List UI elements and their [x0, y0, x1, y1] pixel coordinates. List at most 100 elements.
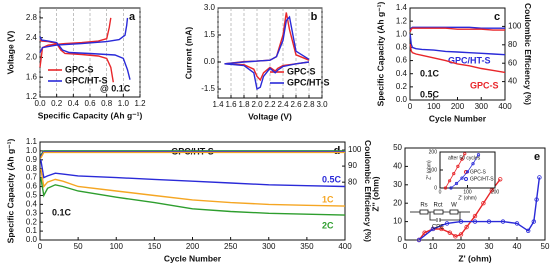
y-tick-label: 0.4 [396, 69, 408, 78]
x-tick-label: 350 [300, 242, 314, 251]
x-tick-label: 200 [451, 102, 465, 111]
y-tick-label: 2.0 [26, 53, 38, 62]
marker [472, 213, 478, 219]
x-tick-label: 1.8 [238, 100, 250, 109]
x-tick-label: 100 [463, 189, 472, 195]
x-tick-label: 0.8 [101, 99, 113, 108]
x-axis-label: Voltage (V) [248, 111, 292, 121]
plot-frame [39, 7, 141, 98]
marker [514, 221, 520, 226]
x-axis-label: Cycle Number [164, 253, 222, 263]
panel-label: e [534, 151, 540, 163]
x-tick-label: 300 [262, 242, 276, 251]
y-tick-label: -1.5 [201, 84, 215, 93]
y2-axis-label: Coulombic Efficiency (%) [523, 3, 533, 105]
y-tick-label: 0.1 [26, 226, 38, 235]
x-tick-label: 1.4 [212, 100, 224, 109]
y-tick-label: 200 [429, 149, 438, 155]
x-tick-label: 10 [429, 242, 438, 251]
y-tick-label: 100 [429, 167, 438, 173]
x-tick-label: 30 [485, 242, 494, 251]
marker [534, 197, 539, 202]
marker [422, 230, 427, 235]
x-tick-label: 150 [148, 242, 162, 251]
marker [489, 188, 494, 193]
x-tick-label: 300 [475, 102, 489, 111]
y-tick-label: 10 [393, 217, 402, 226]
x-tick-label: 0.0 [34, 99, 46, 108]
y-axis-label: Current (mA) [183, 27, 193, 80]
y2-tick-label: 100 [508, 22, 522, 31]
y-tick-label: 0.2 [26, 217, 38, 226]
marker [472, 219, 478, 224]
y-tick-label: 0.0 [204, 57, 216, 66]
marker [447, 230, 452, 235]
x-tick-label: 1.0 [118, 99, 130, 108]
panel-label: b [311, 11, 318, 23]
resistor [433, 209, 444, 215]
x-tick-label: 50 [541, 242, 550, 251]
y-tick-label: 0.0 [396, 95, 408, 104]
marker [463, 152, 467, 156]
x-tick-label: 100 [110, 242, 124, 251]
series-label: 0.5C [322, 174, 342, 184]
legend-label: GPC/HT-S [65, 75, 108, 85]
y-tick-label: 1.0 [396, 29, 408, 38]
y-tick-label: 0.8 [396, 43, 408, 52]
y-tick-label: 0.8 [26, 164, 38, 173]
y2-tick-label: 80 [348, 177, 357, 186]
series-line [409, 26, 505, 31]
series-line [409, 27, 505, 33]
y-tick-label: 30 [393, 180, 402, 189]
series-label: GPC/HT-S [448, 55, 491, 65]
y-axis-label: Voltage (V) [5, 30, 15, 74]
x-axis-label: Z' (ohm) [458, 195, 477, 201]
marker [454, 181, 459, 186]
x-tick-label: 400 [338, 242, 352, 251]
x-tick-label: 0 [408, 102, 413, 111]
y2-tick-label: 90 [348, 161, 357, 170]
marker [453, 234, 458, 239]
series-label: 1C [322, 194, 334, 204]
annotation: after 50 cycles [448, 155, 481, 161]
x-tick-label: 2.6 [290, 100, 302, 109]
x-tick-label: 0 [439, 189, 442, 195]
marker [500, 219, 506, 224]
marker [458, 232, 464, 237]
legend-label: GPC-S [65, 64, 94, 74]
plot-frame [39, 141, 346, 241]
y-tick-label: 1.2 [26, 92, 38, 101]
marker [531, 219, 536, 224]
y-tick-label: 0 [434, 185, 437, 191]
marker [458, 219, 464, 224]
series-label: GPC-S [470, 80, 499, 90]
panel-label: c [494, 11, 500, 23]
x-tick-label: 100 [427, 102, 441, 111]
series-line [40, 177, 346, 216]
x-axis-label: Z' (ohm) [458, 253, 491, 263]
y-tick-label: 0.3 [26, 208, 38, 217]
y-tick-label: 0 [398, 235, 403, 244]
y2-tick-label: 100 [348, 145, 362, 154]
annotation: 0.5C [420, 89, 440, 99]
marker [456, 164, 460, 168]
y-tick-label: 0.7 [26, 173, 38, 182]
x-tick-label: 200 [491, 189, 500, 195]
marker [537, 175, 542, 180]
y-axis-label: Z'' (ohm) [370, 176, 380, 211]
y-tick-label: 0.9 [26, 155, 38, 164]
circuit-label: CPE [432, 225, 444, 231]
y-tick-label: 0.2 [396, 82, 408, 91]
y-axis-label: Z'' (ohm) [426, 160, 432, 180]
y2-tick-label: 40 [508, 77, 517, 86]
y-tick-label: 1.4 [396, 3, 408, 12]
legend-label: GPC-S [470, 169, 487, 175]
x-tick-label: 2.0 [251, 100, 263, 109]
y-tick-label: 0.5 [26, 191, 38, 200]
series-label: 2C [322, 220, 334, 230]
x-tick-label: 50 [74, 242, 83, 251]
y-tick-label: 1.2 [396, 16, 408, 25]
y-tick-label: 3.0 [204, 3, 216, 12]
